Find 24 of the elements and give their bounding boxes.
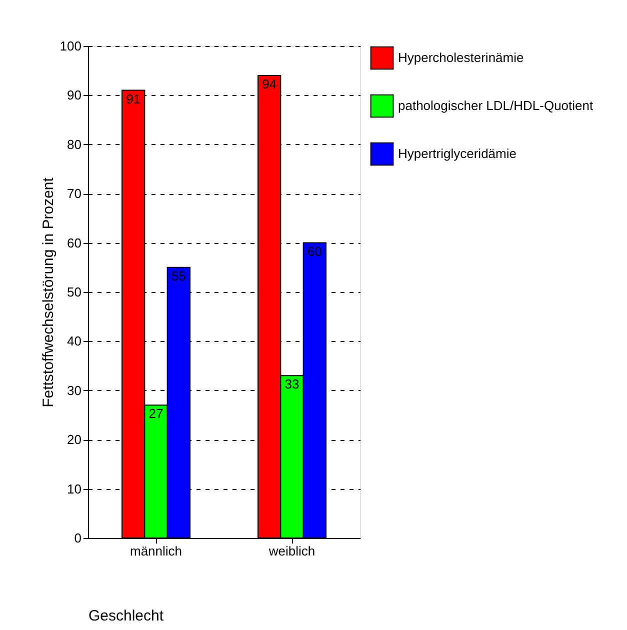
y-tick-label: 30 <box>67 382 82 398</box>
x-tick-label: weiblich <box>268 544 316 558</box>
data-label: 33 <box>284 376 300 392</box>
legend-label: Hypertriglyceridämie <box>398 146 516 161</box>
y-tick-label: 50 <box>67 284 82 300</box>
y-tick-label: 80 <box>67 136 82 152</box>
x-axis-title: Geschlecht <box>88 608 164 624</box>
y-axis-title: Fettstoffwechselstörung in Prozent <box>40 176 57 408</box>
y-tick-label: 40 <box>67 334 82 349</box>
legend-label: Hypercholesterinämie <box>398 50 524 65</box>
data-label: 27 <box>148 406 164 422</box>
data-label: 94 <box>262 76 277 92</box>
data-label: 60 <box>307 244 322 259</box>
data-label: 55 <box>171 268 186 284</box>
y-tick-label: 70 <box>67 186 82 202</box>
x-tick-label: männlich <box>130 544 182 558</box>
y-tick-label: 60 <box>67 235 82 250</box>
y-tick-label: 0 <box>74 530 82 546</box>
y-tick-label: 10 <box>67 481 82 496</box>
y-tick-label: 100 <box>60 38 82 54</box>
data-label: 91 <box>126 91 141 106</box>
y-tick-label: 90 <box>67 88 82 103</box>
legend-label: pathologischer LDL/HDL-Quotient <box>398 98 594 113</box>
y-tick-label: 20 <box>67 432 82 448</box>
